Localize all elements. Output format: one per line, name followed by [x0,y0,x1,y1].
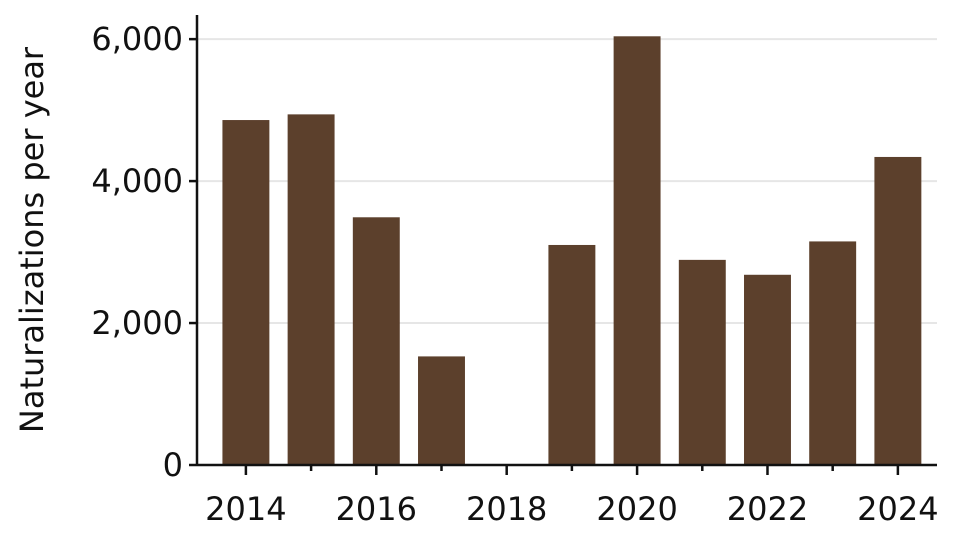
bar [809,241,857,465]
bar [678,259,726,465]
x-tick-label: 2024 [857,490,938,528]
bar [548,244,596,465]
bar [287,114,335,466]
y-tick-label: 2,000 [91,304,183,342]
bar [352,217,400,465]
bar [744,274,791,465]
x-tick-label: 2022 [727,490,808,528]
x-tick-label: 2016 [336,490,417,528]
bar [222,120,270,466]
y-axis-label: Naturalizations per year [13,46,51,433]
bar [418,356,465,465]
bar [613,36,661,466]
bar [874,156,922,465]
x-tick-label: 2020 [596,490,677,528]
y-tick-label: 0 [163,446,183,484]
x-tick-label: 2014 [205,490,286,528]
y-tick-label: 4,000 [91,162,183,200]
x-tick-label: 2018 [466,490,547,528]
y-tick-label: 6,000 [91,20,183,58]
